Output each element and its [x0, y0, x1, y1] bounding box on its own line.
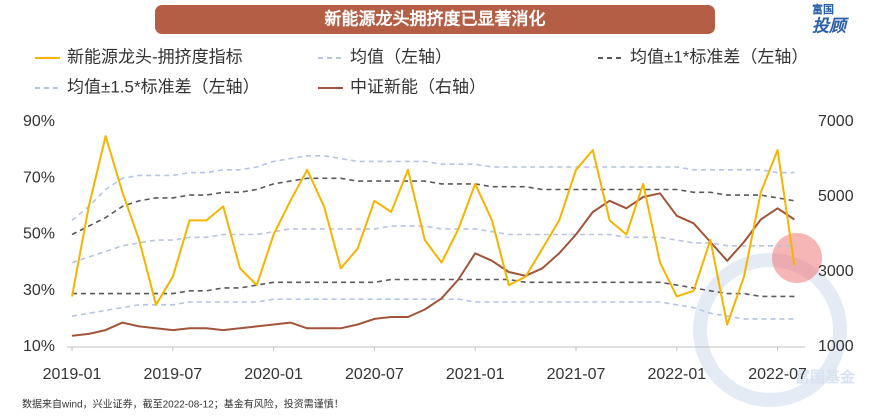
legend-label: 新能源龙头-拥挤度指标 [67, 47, 243, 66]
y2-tick-label: 7000 [818, 113, 854, 130]
watermark-ring [693, 253, 847, 407]
chart-title: 新能源龙头拥挤度已显著消化 [325, 8, 546, 28]
source-note: 数据来自wind，兴业证券，截至2022-08-12；基金有风险，投资需谨慎！ [22, 398, 344, 411]
series-line [71, 155, 795, 222]
y2-tick-label: 5000 [818, 188, 854, 205]
series-line [71, 192, 795, 337]
x-tick-label: 2021-01 [446, 366, 505, 383]
y-tick-label: 50% [23, 226, 55, 243]
x-tick-label: 2020-01 [244, 366, 303, 383]
y-tick-label: 30% [23, 282, 55, 299]
x-tick-label: 2020-07 [345, 366, 404, 383]
y-tick-label: 90% [23, 113, 55, 130]
y-tick-label: 10% [23, 338, 55, 355]
y2-tick-label: 1000 [818, 338, 854, 355]
series-line [72, 278, 795, 298]
legend-label: 均值±1*标准差（左轴） [630, 47, 808, 66]
x-tick-label: 2022-07 [748, 366, 807, 383]
watermark: 富国基金 [795, 368, 856, 386]
x-tick-label: 2022-01 [647, 366, 706, 383]
legend-label: 中证新能（右轴） [350, 77, 486, 96]
series-line [71, 298, 795, 320]
logo-sub: 投顾 [812, 16, 849, 35]
legend-label: 均值（左轴） [350, 47, 452, 66]
logo: 富国 [812, 2, 834, 16]
x-tick-label: 2021-07 [547, 366, 606, 383]
y-tick-label: 70% [23, 169, 55, 186]
highlight-circle [772, 233, 822, 283]
title-banner [155, 5, 715, 34]
series-line [71, 135, 796, 326]
series-line [71, 225, 795, 264]
x-tick-label: 2019-01 [43, 366, 102, 383]
legend-label: 均值±1.5*标准差（左轴） [67, 77, 260, 96]
series-line [71, 177, 795, 236]
x-tick-label: 2019-07 [143, 366, 202, 383]
y2-tick-label: 3000 [818, 263, 854, 280]
